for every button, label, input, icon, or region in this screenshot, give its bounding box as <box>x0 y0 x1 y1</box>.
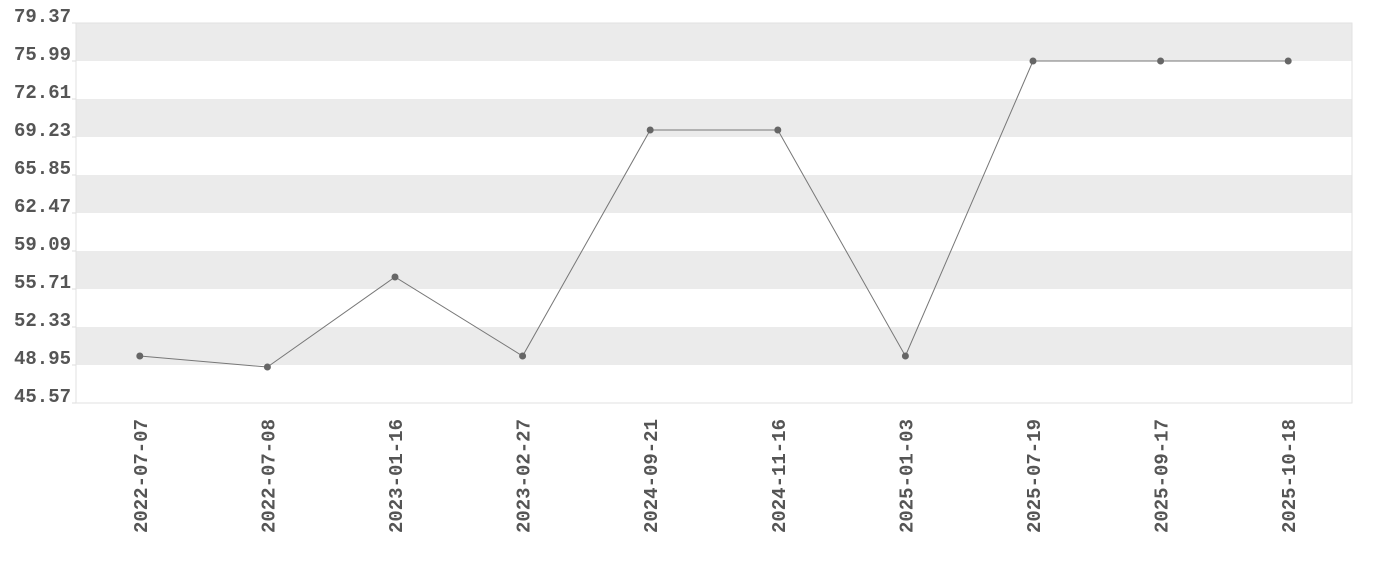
y-tick-label: 45.57 <box>14 386 71 408</box>
grid-band <box>76 23 1352 61</box>
grid-band <box>76 327 1352 365</box>
point <box>391 273 399 281</box>
y-tick-label: 55.71 <box>14 272 71 294</box>
point <box>136 352 144 360</box>
y-tick-label: 59.09 <box>14 234 71 256</box>
point <box>1029 57 1037 65</box>
point <box>263 363 271 371</box>
point <box>1157 57 1165 65</box>
x-tick-label: 2023-01-16 <box>386 419 408 533</box>
y-tick-label: 65.85 <box>14 158 71 180</box>
point <box>774 126 782 134</box>
y-tick-label: 52.33 <box>14 310 71 332</box>
y-tick-label: 48.95 <box>14 348 71 370</box>
y-tick-label: 72.61 <box>14 82 71 104</box>
y-tick-label: 62.47 <box>14 196 71 218</box>
point <box>519 352 527 360</box>
x-tick-label: 2023-02-27 <box>514 419 536 533</box>
point <box>901 352 909 360</box>
grid-band <box>76 99 1352 137</box>
x-tick-label: 2024-09-21 <box>641 419 663 533</box>
x-tick-label: 2025-10-18 <box>1279 419 1301 533</box>
point <box>1284 57 1292 65</box>
x-tick-label: 2025-09-17 <box>1152 419 1174 533</box>
line <box>139 60 1289 368</box>
y-tick-label: 69.23 <box>14 120 71 142</box>
x-tick-label: 2025-01-03 <box>896 419 918 533</box>
x-tick-label: 2022-07-07 <box>131 419 153 533</box>
grid-band <box>76 175 1352 213</box>
x-tick-label: 2022-07-08 <box>258 419 280 533</box>
x-tick-label: 2024-11-16 <box>769 419 791 533</box>
point <box>646 126 654 134</box>
grid-band <box>76 251 1352 289</box>
y-tick-label: 75.99 <box>14 44 71 66</box>
x-tick-label: 2025-07-19 <box>1024 419 1046 533</box>
y-tick-label: 79.37 <box>14 6 71 28</box>
